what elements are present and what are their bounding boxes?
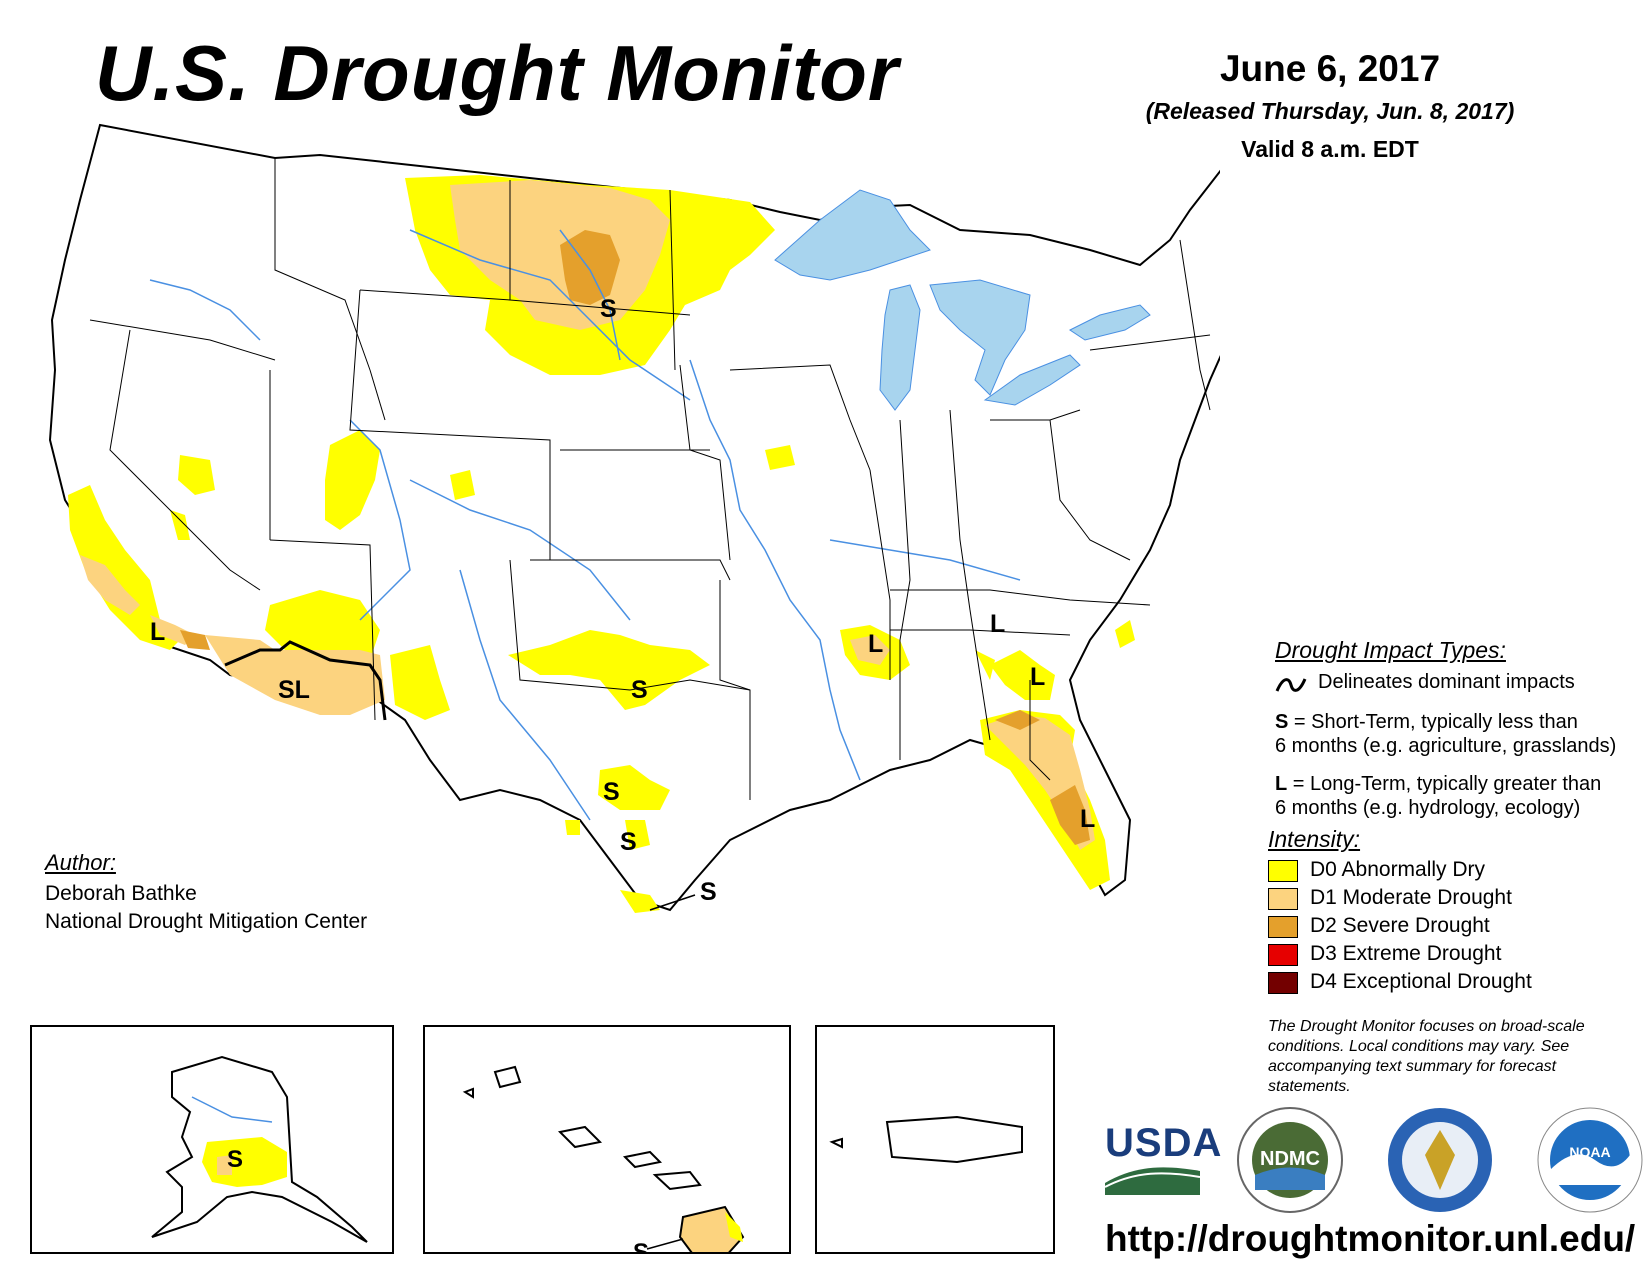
impact-line-icon [1275, 678, 1307, 692]
d2-areas [180, 230, 1090, 845]
label-texas-north: S [631, 676, 648, 704]
long-term-desc1: = Long-Term, typically greater than [1287, 773, 1602, 795]
rivers [149, 229, 1021, 821]
label-texas-coast: S [700, 878, 717, 906]
hawaii-map: S [462, 1065, 745, 1266]
swatch-d1 [1268, 888, 1298, 910]
release-date: (Released Thursday, Jun. 8, 2017) [1145, 98, 1515, 124]
label-mississippi: L [868, 630, 883, 658]
puerto-rico-inset [815, 1025, 1055, 1254]
long-term-line2: 6 months (e.g. hydrology, ecology) [1275, 797, 1581, 819]
texas-coast-leader [649, 894, 696, 911]
long-term-line1: L = Long-Term, typically greater than [1275, 772, 1601, 796]
short-term-line1: S = Short-Term, typically less than [1275, 710, 1578, 734]
noaa-logo: NOAA [1537, 1107, 1643, 1213]
swatch-d4 [1268, 972, 1298, 994]
label-florida: L [1080, 805, 1095, 833]
label-texas-south: S [620, 828, 637, 856]
label-d4: D4 Exceptional Drought [1310, 970, 1532, 993]
impact-types-heading: Drought Impact Types: [1275, 637, 1506, 663]
ndmc-text: NDMC [1260, 1148, 1320, 1170]
swatch-d2 [1268, 916, 1298, 938]
lake-erie [983, 354, 1081, 406]
author-organization: National Drought Mitigation Center [45, 910, 368, 933]
short-term-desc1: = Short-Term, typically less than [1288, 711, 1578, 733]
map-date: June 6, 2017 [1219, 48, 1441, 89]
alaska-map: S [151, 1055, 368, 1243]
label-arizona: SL [278, 676, 310, 704]
puerto-rico-map [829, 1115, 1023, 1164]
label-texas-central: S [603, 778, 620, 806]
conus-map: S L SL S S S S L L L L [48, 123, 1220, 913]
label-alaska: S [227, 1146, 243, 1173]
author-name: Deborah Bathke [45, 882, 197, 905]
lake-superior [774, 189, 931, 281]
website-url[interactable]: http://droughtmonitor.unl.edu/ [1105, 1218, 1636, 1259]
label-georgia-south: L [1030, 663, 1045, 691]
author-heading: Author: [45, 850, 116, 875]
label-d1: D1 Moderate Drought [1310, 886, 1512, 909]
intensity-heading: Intensity: [1268, 826, 1361, 852]
short-term-line2: 6 months (e.g. agriculture, grasslands) [1275, 735, 1617, 757]
lake-ontario [1069, 304, 1151, 341]
label-d3: D3 Extreme Drought [1310, 942, 1502, 965]
state-borders [89, 158, 1211, 800]
map-title: U.S. Drought Monitor [95, 29, 900, 117]
alaska-inset: S [30, 1025, 394, 1254]
label-south-dakota: S [600, 295, 617, 323]
lake-michigan [879, 284, 921, 411]
long-term-key: L [1275, 773, 1288, 795]
impact-line-text: Delineates dominant impacts [1318, 671, 1575, 693]
valid-time: Valid 8 a.m. EDT [1241, 136, 1419, 162]
hawaii-inset: S [423, 1025, 791, 1266]
disclaimer: The Drought Monitor focuses on broad-sca… [1268, 1018, 1585, 1095]
label-hawaii: S [633, 1239, 649, 1252]
label-d0: D0 Abnormally Dry [1310, 858, 1486, 881]
lake-huron [929, 279, 1031, 396]
doc-seal-icon [1388, 1108, 1492, 1212]
label-california: L [150, 618, 165, 646]
usda-logo: USDA [1105, 1121, 1223, 1165]
swatch-d3 [1268, 944, 1298, 966]
label-georgia-north: L [990, 610, 1005, 638]
label-d2: D2 Severe Drought [1310, 914, 1490, 937]
short-term-key: S [1275, 711, 1289, 733]
swatch-d0 [1268, 860, 1298, 882]
usda-stripes-icon [1105, 1167, 1200, 1195]
noaa-text: NOAA [1569, 1144, 1610, 1160]
ndmc-logo: NDMC [1237, 1107, 1343, 1213]
impact-boundary [224, 640, 387, 721]
